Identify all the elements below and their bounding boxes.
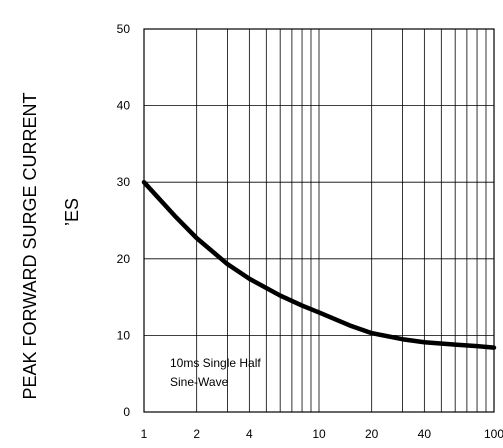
y-tick-label: 20 bbox=[117, 252, 131, 266]
y-tick-label: 40 bbox=[117, 99, 131, 113]
plot-frame bbox=[143, 28, 495, 413]
x-tick-label: 2 bbox=[193, 427, 200, 441]
y-axis-label-secondary: ’ES bbox=[62, 198, 82, 226]
annotation-line-2: Sine-Wave bbox=[170, 375, 229, 389]
grid-lines bbox=[144, 29, 494, 412]
y-tick-label: 30 bbox=[117, 175, 131, 189]
series-line-0 bbox=[141, 179, 497, 350]
x-tick-label: 20 bbox=[365, 427, 379, 441]
x-tick-label: 40 bbox=[418, 427, 432, 441]
y-axis-label: PEAK FORWARD SURGE CURRENT bbox=[20, 92, 40, 399]
y-tick-label: 10 bbox=[117, 328, 131, 342]
plot-border bbox=[143, 28, 495, 413]
x-tick-label: 10 bbox=[312, 427, 326, 441]
x-tick-label: 100 bbox=[484, 427, 503, 441]
x-tick-label: 1 bbox=[141, 427, 148, 441]
y-tick-label: 0 bbox=[123, 405, 130, 419]
annotation-line-1: 10ms Single Half bbox=[170, 356, 261, 370]
x-tick-labels: 1 2 4 10 20 40 100 bbox=[141, 427, 503, 441]
y-tick-label: 50 bbox=[117, 22, 131, 36]
y-tick-labels: 0 10 20 30 40 50 bbox=[117, 22, 131, 419]
x-tick-label: 4 bbox=[246, 427, 253, 441]
